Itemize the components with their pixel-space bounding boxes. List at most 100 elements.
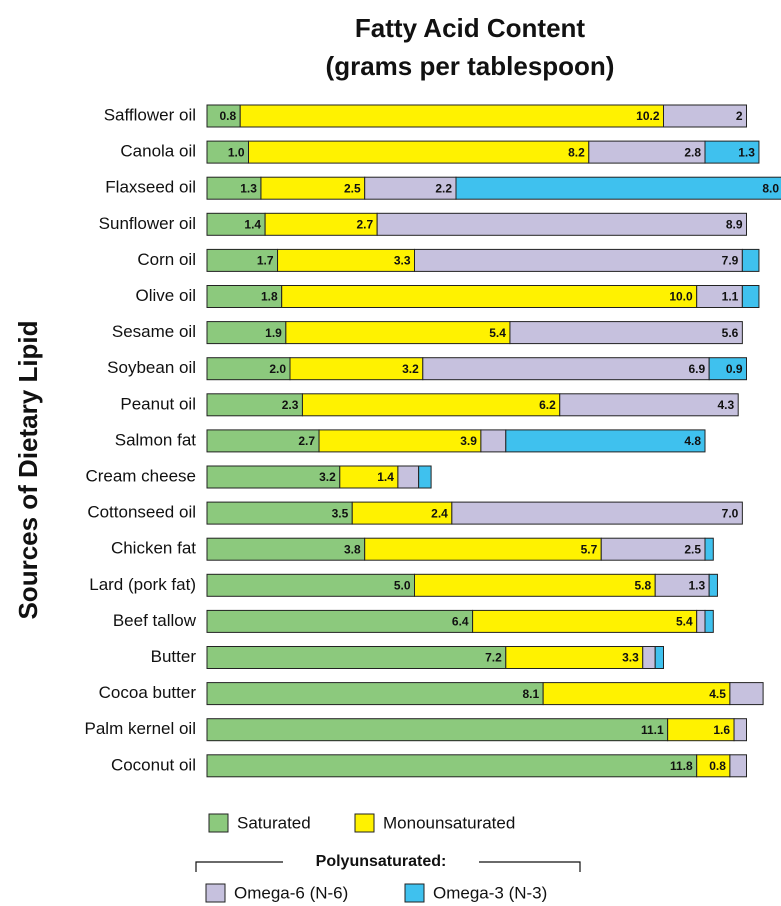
data-label: 10.2 — [636, 109, 660, 123]
data-label: 10.0 — [669, 290, 693, 304]
bar-segment — [480, 429, 507, 453]
bar-segment — [206, 646, 507, 669]
data-label: 8.1 — [522, 687, 539, 701]
category-label: Salmon fat — [115, 430, 197, 449]
bar-segment — [414, 573, 656, 597]
legend-label: Monounsaturated — [383, 813, 515, 832]
data-label: 6.9 — [688, 362, 705, 376]
legend-group-title: Polyunsaturated: — [316, 853, 447, 870]
category-label: Canola oil — [120, 142, 196, 161]
legend-label: Omega-6 (N-6) — [234, 883, 348, 902]
data-label: 1.0 — [228, 145, 245, 159]
data-label: 5.7 — [581, 542, 598, 556]
category-label: Butter — [151, 647, 197, 666]
data-label: 5.6 — [722, 326, 739, 340]
category-label: Chicken fat — [111, 539, 196, 558]
legend-label: Omega-3 (N-3) — [433, 883, 547, 902]
bar-segment — [397, 465, 420, 489]
bar-segment — [708, 357, 748, 381]
data-label: 4.8 — [684, 434, 701, 448]
legend-swatch — [208, 813, 229, 833]
category-label: Cottonseed oil — [87, 503, 196, 522]
data-label: 2.5 — [344, 181, 361, 195]
bar-segment — [414, 248, 743, 272]
bar-segment — [654, 646, 665, 669]
data-label: 1.6 — [713, 723, 730, 737]
bar-segment — [206, 501, 353, 525]
data-label: 0.8 — [220, 109, 237, 123]
data-label: 2 — [736, 109, 743, 123]
data-label: 2.7 — [298, 434, 315, 448]
bar-segment — [206, 718, 669, 742]
bar-segment — [206, 754, 698, 778]
data-label: 8.0 — [762, 181, 779, 195]
chart-title: Fatty Acid Content — [355, 13, 585, 43]
legend-swatch — [205, 883, 226, 903]
data-label: 1.9 — [265, 326, 282, 340]
category-label: Safflower oil — [104, 105, 196, 124]
category-label: Cocoa butter — [99, 683, 197, 702]
bar-segment — [729, 754, 748, 778]
bar-segment — [206, 573, 415, 597]
data-label: 1.3 — [240, 181, 257, 195]
data-label: 3.3 — [394, 254, 411, 268]
bar-segment — [281, 285, 698, 308]
category-label: Palm kernel oil — [85, 719, 197, 738]
data-label: 1.3 — [738, 145, 755, 159]
bar-segment — [642, 646, 656, 669]
data-label: 1.8 — [261, 290, 278, 304]
data-label: 11.8 — [670, 759, 693, 773]
bar-segment — [704, 140, 760, 164]
legend-swatch — [404, 883, 425, 903]
bar-segment — [505, 429, 706, 453]
data-label: 5.8 — [635, 578, 652, 592]
legend-swatch — [354, 813, 375, 833]
category-label: Soybean oil — [107, 358, 196, 377]
data-label: 3.5 — [332, 506, 349, 520]
data-label: 4.3 — [718, 398, 735, 412]
data-label: 6.2 — [539, 398, 556, 412]
bar-segment — [472, 609, 698, 633]
bar-segment — [696, 609, 706, 633]
data-label: 2.8 — [684, 145, 701, 159]
bar-segment — [318, 429, 482, 453]
bar-segment — [509, 321, 743, 345]
data-label: 3.3 — [622, 651, 639, 665]
bar-segment — [455, 176, 781, 200]
data-label: 7.0 — [722, 506, 739, 520]
data-label: 0.8 — [709, 759, 726, 773]
data-label: 8.9 — [726, 217, 743, 231]
data-label: 2.2 — [435, 181, 452, 195]
data-label: 1.1 — [722, 290, 739, 304]
data-label: 5.4 — [489, 326, 506, 340]
category-label: Corn oil — [137, 250, 196, 269]
bar-segment — [663, 104, 747, 128]
data-label: 7.2 — [485, 651, 502, 665]
bar-segment — [741, 248, 760, 272]
bar-segment — [206, 609, 474, 633]
category-label: Olive oil — [136, 286, 196, 305]
chart-subtitle: (grams per tablespoon) — [326, 51, 615, 81]
data-label: 1.3 — [688, 578, 705, 592]
legend-bracket — [195, 861, 581, 872]
data-label: 7.9 — [722, 254, 739, 268]
category-label: Cream cheese — [85, 466, 196, 485]
bar-segment — [704, 537, 714, 561]
bar-segment — [248, 140, 590, 164]
data-label: 1.7 — [257, 254, 274, 268]
legend-label: Saturated — [237, 813, 311, 832]
category-label: Beef tallow — [113, 611, 197, 630]
bar-segment — [364, 537, 602, 561]
bar-segment — [422, 357, 710, 381]
data-label: 2.4 — [431, 506, 448, 520]
bar-segment — [206, 682, 544, 706]
bar-segment — [741, 285, 760, 308]
data-label: 5.4 — [676, 615, 693, 629]
data-label: 3.9 — [460, 434, 477, 448]
bar-segment — [559, 393, 739, 417]
data-label: 2.5 — [684, 542, 701, 556]
bar-segment — [451, 501, 743, 525]
bar-segment — [708, 573, 718, 597]
data-label: 3.8 — [344, 542, 361, 556]
